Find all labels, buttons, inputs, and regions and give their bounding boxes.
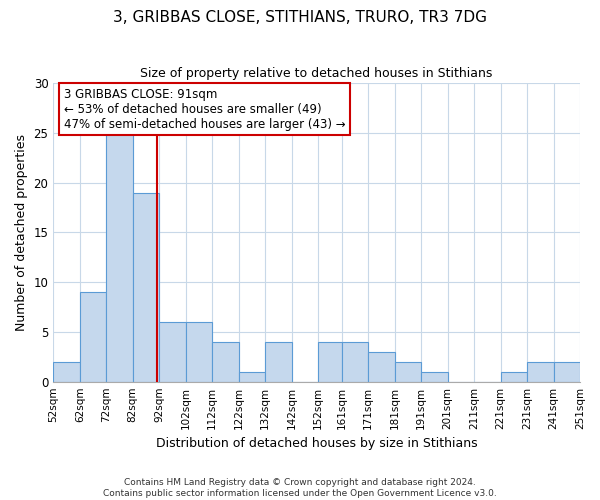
Bar bbox=[395, 362, 421, 382]
Bar bbox=[527, 362, 554, 382]
Bar bbox=[159, 322, 185, 382]
X-axis label: Distribution of detached houses by size in Stithians: Distribution of detached houses by size … bbox=[156, 437, 478, 450]
Bar bbox=[212, 342, 239, 382]
Bar bbox=[342, 342, 368, 382]
Bar bbox=[80, 292, 106, 382]
Bar bbox=[185, 322, 212, 382]
Bar bbox=[318, 342, 342, 382]
Bar bbox=[106, 133, 133, 382]
Bar bbox=[554, 362, 580, 382]
Bar bbox=[53, 362, 80, 382]
Bar bbox=[265, 342, 292, 382]
Bar bbox=[500, 372, 527, 382]
Text: 3, GRIBBAS CLOSE, STITHIANS, TRURO, TR3 7DG: 3, GRIBBAS CLOSE, STITHIANS, TRURO, TR3 … bbox=[113, 10, 487, 25]
Text: 3 GRIBBAS CLOSE: 91sqm
← 53% of detached houses are smaller (49)
47% of semi-det: 3 GRIBBAS CLOSE: 91sqm ← 53% of detached… bbox=[64, 88, 346, 130]
Y-axis label: Number of detached properties: Number of detached properties bbox=[15, 134, 28, 331]
Bar bbox=[368, 352, 395, 382]
Text: Contains HM Land Registry data © Crown copyright and database right 2024.
Contai: Contains HM Land Registry data © Crown c… bbox=[103, 478, 497, 498]
Title: Size of property relative to detached houses in Stithians: Size of property relative to detached ho… bbox=[140, 68, 493, 80]
Bar bbox=[421, 372, 448, 382]
Bar bbox=[239, 372, 265, 382]
Bar bbox=[133, 192, 159, 382]
